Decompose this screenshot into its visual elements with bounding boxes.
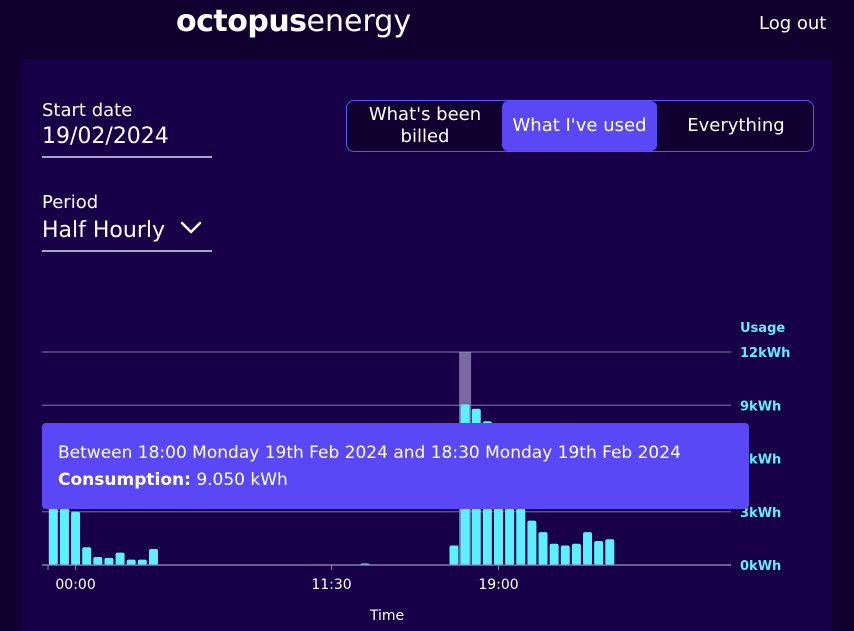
tooltip-consumption-label: Consumption: [58,470,191,490]
tooltip-range: Between 18:00 Monday 19th Feb 2024 and 1… [58,443,681,463]
period-select[interactable]: Half Hourly [42,218,165,243]
start-date-underline [42,156,212,158]
logo-word-secondary: energy [306,4,412,39]
usage-panel [22,59,832,631]
top-bar: octopusenergy Log out [0,0,854,50]
tooltip-consumption-value: 9.050 kWh [196,470,288,490]
consumption-tooltip: Between 18:00 Monday 19th Feb 2024 and 1… [42,423,749,509]
logout-link[interactable]: Log out [759,13,827,34]
brand-logo[interactable]: octopusenergy [176,4,411,39]
logo-word-primary: octopus [176,4,307,39]
chevron-down-icon[interactable] [180,220,202,236]
start-date-input[interactable]: 19/02/2024 [42,124,169,149]
toggle-billed[interactable]: What's been billed [368,104,482,147]
toggle-used[interactable]: What I've used [502,101,657,151]
view-toggle: What's been billed What I've used Everyt… [346,100,814,152]
toggle-everything[interactable]: Everything [687,115,785,136]
period-underline [42,250,212,252]
tooltip-consumption: Consumption: 9.050 kWh [58,467,733,494]
start-date-label: Start date [42,100,133,121]
period-label: Period [42,192,99,213]
